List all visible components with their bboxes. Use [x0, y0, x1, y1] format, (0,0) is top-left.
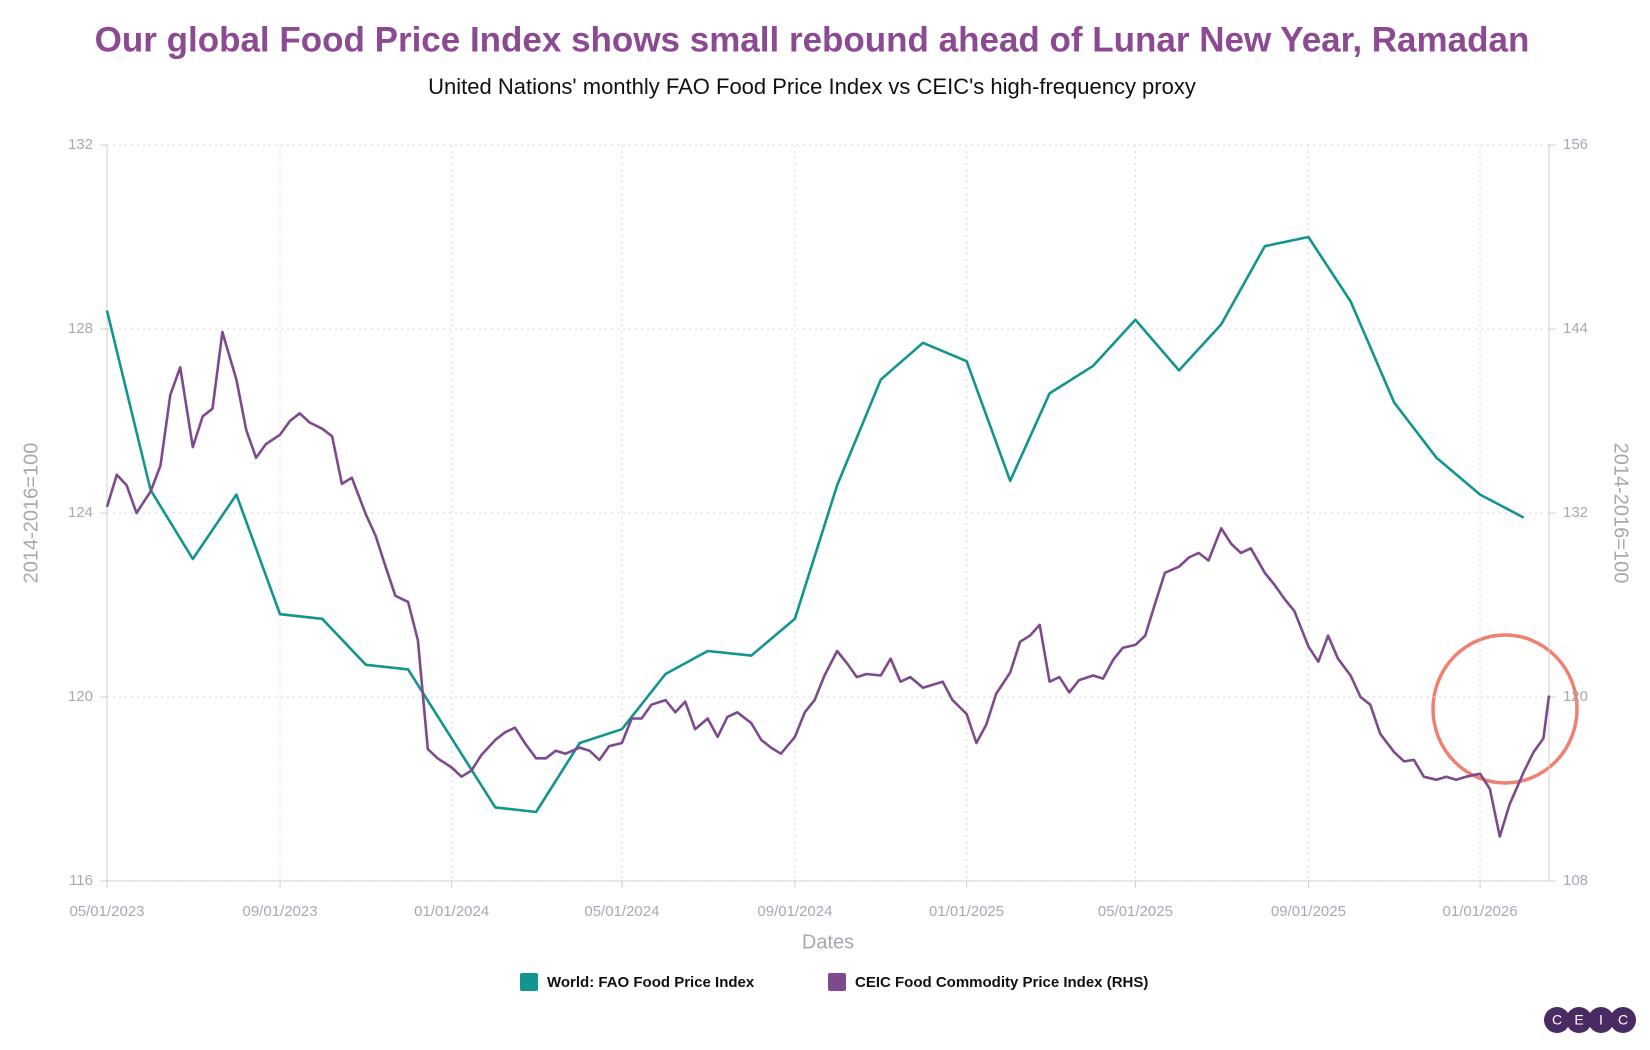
- series-line: [105, 330, 1551, 838]
- logo-letter: C: [1552, 1012, 1562, 1028]
- x-tick-label: 09/01/2025: [1271, 903, 1346, 920]
- x-tick-label: 05/01/2024: [584, 903, 659, 920]
- y2-tick-label: 132: [1563, 504, 1588, 521]
- logo-circle: [1544, 1007, 1570, 1033]
- highlight-circle: [1431, 633, 1579, 785]
- y-axis-label: 2014-2016=100: [20, 443, 42, 584]
- y-tick-label: 132: [68, 136, 93, 153]
- y2-axis-label: 2014-2016=100: [1610, 443, 1632, 584]
- y-tick-label: 124: [68, 504, 93, 521]
- chart-title: Our global Food Price Index shows small …: [95, 20, 1530, 59]
- y2-tick-label: 120: [1563, 688, 1588, 705]
- legend-swatch: [520, 973, 538, 991]
- x-tick-label: 01/01/2025: [929, 903, 1004, 920]
- logo-letter: C: [1618, 1012, 1628, 1028]
- x-tick-label: 01/01/2024: [414, 903, 489, 920]
- legend-swatch: [828, 973, 846, 991]
- logo-circle: [1588, 1007, 1614, 1033]
- x-tick-label: 09/01/2024: [757, 903, 832, 920]
- x-tick-label: 09/01/2023: [243, 903, 318, 920]
- x-tick-label: 01/01/2026: [1443, 903, 1518, 920]
- y-tick-label: 116: [69, 872, 93, 889]
- legend-label: CEIC Food Commodity Price Index (RHS): [855, 974, 1148, 991]
- y2-tick-label: 156: [1563, 136, 1588, 153]
- logo-circle: [1566, 1007, 1592, 1033]
- x-axis-label: Dates: [802, 931, 854, 953]
- x-tick-label: 05/01/2025: [1098, 903, 1173, 920]
- y2-tick-label: 144: [1563, 320, 1588, 337]
- legend-label: World: FAO Food Price Index: [547, 974, 755, 991]
- y2-tick-label: 108: [1563, 872, 1588, 889]
- x-tick-label: 05/01/2023: [69, 903, 144, 920]
- y-tick-label: 128: [68, 320, 93, 337]
- series-line: [105, 235, 1525, 814]
- y-tick-label: 120: [68, 688, 93, 705]
- logo-circle: [1610, 1007, 1636, 1033]
- logo-letter: E: [1574, 1012, 1583, 1028]
- logo-letter: I: [1599, 1012, 1603, 1028]
- chart-subtitle: United Nations' monthly FAO Food Price I…: [428, 74, 1196, 99]
